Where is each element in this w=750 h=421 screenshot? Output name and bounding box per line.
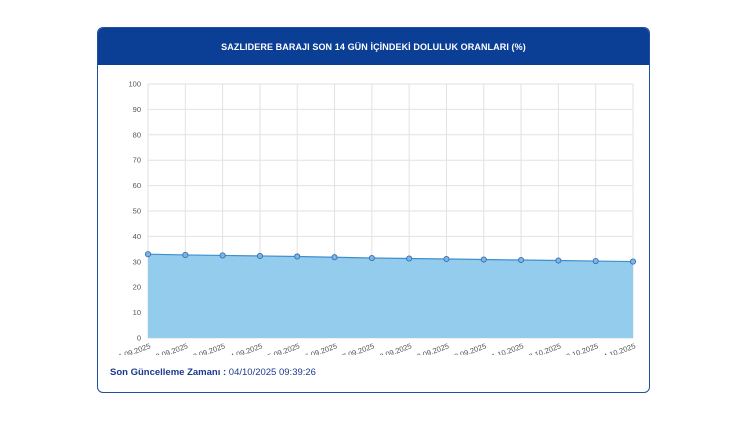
data-point <box>443 255 450 263</box>
data-point <box>144 251 152 258</box>
data-point <box>182 251 189 258</box>
last-update-value: 04/10/2025 09:39:26 <box>228 367 316 378</box>
y-tick-label: 60 <box>133 181 141 190</box>
x-tick-label: 30.09.2025 <box>449 341 487 355</box>
data-point <box>518 256 525 264</box>
y-tick-label: 50 <box>133 207 141 216</box>
chart-area: 0 10 20 30 40 50 60 70 80 90 100 21.09.2025 22.09.20… <box>98 65 649 356</box>
y-tick-label: 10 <box>133 308 141 317</box>
x-tick-label: 23.09.2025 <box>188 341 226 355</box>
x-tick-label: 04.10.2025 <box>598 341 636 355</box>
series-line <box>147 253 634 263</box>
x-tick-label: 03.10.2025 <box>561 341 599 355</box>
fill-level-chart: 0 10 20 30 40 50 60 70 80 90 100 21.09.202522.09.20… <box>113 80 637 356</box>
x-tick-label: 25.09.2025 <box>263 341 301 355</box>
x-tick-label: 28.09.2025 <box>374 341 412 355</box>
data-point <box>368 254 375 262</box>
last-update: Son Güncelleme Zamanı : 04/10/2025 09:39… <box>110 367 316 378</box>
last-update-separator: : <box>220 367 229 378</box>
y-tick-label: 20 <box>133 283 141 292</box>
data-point <box>480 256 487 263</box>
x-tick-label: 22.09.2025 <box>151 341 189 355</box>
y-tick-label: 0 <box>137 334 141 343</box>
x-tick-label: 26.09.2025 <box>300 341 338 355</box>
data-point <box>256 252 263 260</box>
x-tick-label: 29.09.2025 <box>412 341 450 355</box>
last-update-label: Son Güncelleme Zamanı <box>110 367 221 378</box>
data-point <box>219 252 226 259</box>
data-point <box>331 254 338 261</box>
data-point <box>629 258 637 265</box>
series-area <box>148 254 633 338</box>
y-tick-label: 30 <box>133 257 141 266</box>
y-tick-label: 100 <box>128 80 141 89</box>
chart-card: SAZLIDERE BARAJI SON 14 GÜN İÇİNDEKİ DOL… <box>97 27 650 393</box>
data-point <box>555 257 562 264</box>
x-tick-label: 01.10.2025 <box>486 341 524 355</box>
data-point <box>406 255 413 262</box>
x-tick-label: 21.09.2025 <box>113 341 151 355</box>
y-tick-label: 40 <box>133 232 141 241</box>
x-tick-label: 27.09.2025 <box>337 341 375 355</box>
x-tick-label: 24.09.2025 <box>225 341 263 355</box>
y-tick-label: 90 <box>133 105 141 114</box>
y-tick-label: 80 <box>133 130 141 139</box>
data-point <box>294 253 301 260</box>
data-point <box>592 257 599 265</box>
chart-title: SAZLIDERE BARAJI SON 14 GÜN İÇİNDEKİ DOL… <box>98 28 649 65</box>
y-tick-label: 70 <box>133 156 141 165</box>
x-tick-label: 02.10.2025 <box>524 341 562 355</box>
